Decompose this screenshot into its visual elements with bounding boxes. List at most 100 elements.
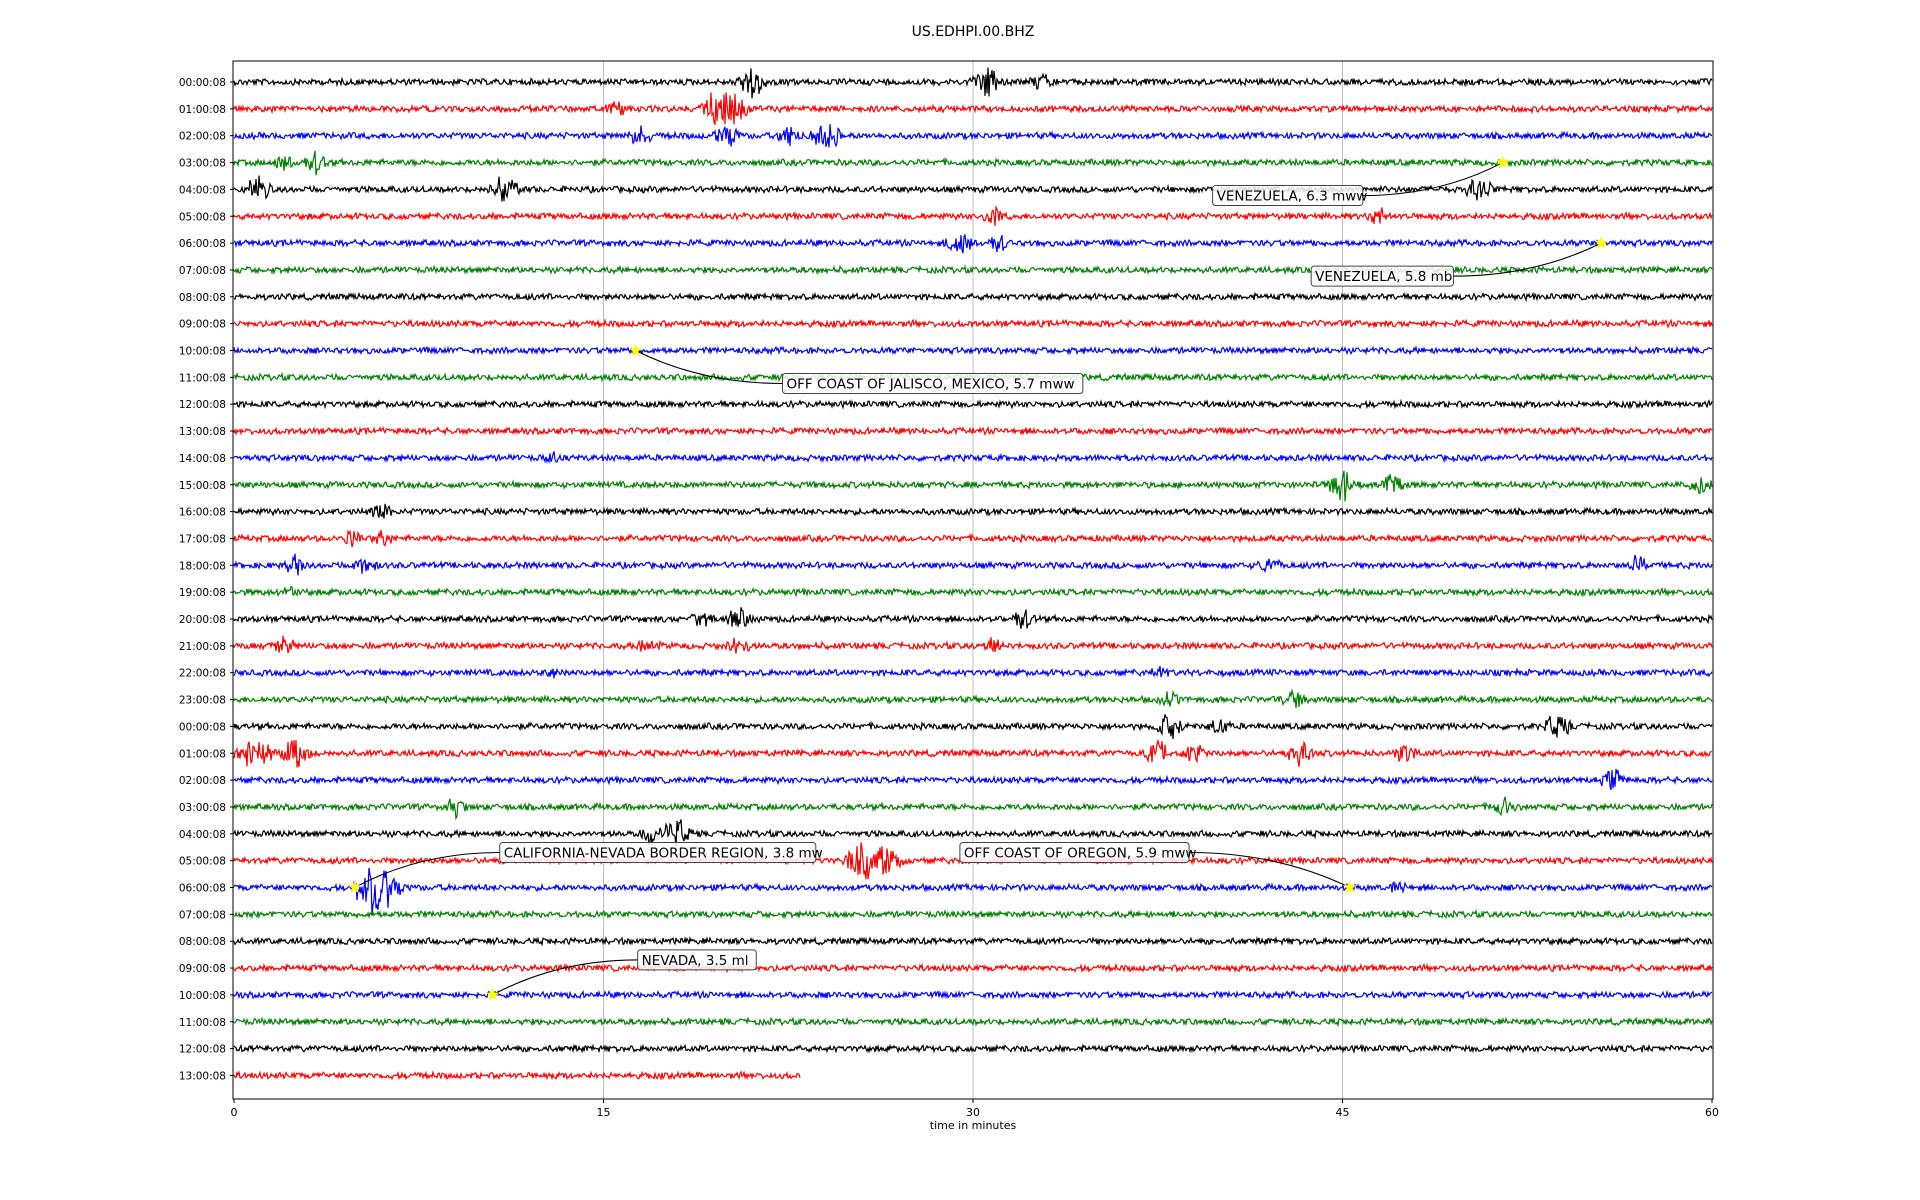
y-tick-label: 01:00:08 bbox=[179, 748, 226, 760]
y-tick-label: 03:00:08 bbox=[179, 802, 226, 814]
x-tick-label: 15 bbox=[597, 1106, 611, 1119]
annotation-box bbox=[637, 949, 757, 971]
trace-row bbox=[233, 1069, 801, 1081]
x-tick-labels: 0 15 30 45 60 bbox=[231, 1099, 1719, 1119]
trace-row bbox=[233, 425, 1713, 437]
annotation-leader bbox=[1453, 242, 1602, 277]
x-tick-label: 30 bbox=[966, 1106, 980, 1119]
annotation-box bbox=[782, 373, 1084, 394]
chart-title: US.EDHPI.00.BHZ bbox=[912, 24, 1035, 40]
grid-lines bbox=[603, 61, 1343, 1099]
y-tick-label: 02:00:08 bbox=[179, 775, 226, 787]
y-tick-label: 09:00:08 bbox=[179, 963, 226, 975]
event-label: CALIFORNIA-NEVADA BORDER REGION, 3.8 mw bbox=[504, 846, 823, 862]
event-label: NEVADA, 3.5 ml bbox=[642, 953, 749, 969]
y-tick-labels: 00:00:08 01:00:08 02:00:08 03:00:08 04:00:08… bbox=[179, 77, 234, 1082]
trace-row bbox=[233, 908, 1713, 920]
x-axis-label: time in minutes bbox=[930, 1119, 1017, 1132]
trace-row bbox=[233, 150, 1713, 176]
event-star-marker bbox=[628, 343, 643, 357]
y-tick-label: 04:00:08 bbox=[179, 829, 226, 841]
y-tick-label: 10:00:08 bbox=[179, 990, 226, 1002]
trace-row bbox=[233, 318, 1713, 329]
trace-row bbox=[233, 553, 1713, 576]
event-star-marker bbox=[1496, 155, 1510, 169]
y-tick-label: 13:00:08 bbox=[179, 1070, 226, 1082]
annotation-box bbox=[499, 842, 817, 863]
y-tick-label: 02:00:08 bbox=[179, 131, 226, 143]
y-tick-label: 11:00:08 bbox=[179, 1017, 226, 1029]
event-label: VENEZUELA, 6.3 mww bbox=[1217, 189, 1368, 205]
event-label: OFF COAST OF OREGON, 5.9 mww bbox=[964, 846, 1197, 862]
x-tick-label: 0 bbox=[231, 1106, 238, 1119]
y-tick-label: 01:00:08 bbox=[179, 104, 226, 116]
trace-row bbox=[233, 175, 1713, 202]
event-label: OFF COAST OF JALISCO, MEXICO, 5.7 mww bbox=[787, 377, 1075, 393]
annotation-leader bbox=[635, 350, 783, 385]
y-tick-label: 00:00:08 bbox=[179, 77, 226, 89]
y-tick-label: 06:00:08 bbox=[179, 238, 226, 250]
event-annotations: VENEZUELA, 6.3 mww VENEZUELA, 5.8 mb OFF C… bbox=[354, 162, 1602, 996]
trace-row bbox=[233, 345, 1713, 356]
event-markers bbox=[348, 155, 1608, 1001]
trace-row bbox=[233, 291, 1713, 303]
y-tick-label: 09:00:08 bbox=[179, 319, 226, 331]
annotation-leader bbox=[1362, 162, 1503, 197]
y-tick-label: 07:00:08 bbox=[179, 265, 226, 277]
trace-row bbox=[233, 935, 1713, 947]
trace-row bbox=[233, 819, 1713, 847]
y-tick-label: 22:00:08 bbox=[179, 668, 226, 680]
trace-row bbox=[233, 1043, 1713, 1055]
y-tick-label: 18:00:08 bbox=[179, 560, 226, 572]
y-tick-label: 11:00:08 bbox=[179, 372, 226, 384]
y-tick-label: 06:00:08 bbox=[179, 883, 226, 895]
y-tick-label: 03:00:08 bbox=[179, 158, 226, 170]
annotation-box bbox=[1212, 185, 1364, 207]
y-tick-label: 07:00:08 bbox=[179, 909, 226, 921]
y-tick-label: 14:00:08 bbox=[179, 453, 226, 465]
trace-row bbox=[233, 398, 1713, 410]
y-tick-label: 21:00:08 bbox=[179, 641, 226, 653]
y-tick-label: 05:00:08 bbox=[179, 856, 226, 868]
annotation-box bbox=[959, 842, 1190, 863]
y-tick-label: 20:00:08 bbox=[179, 614, 226, 626]
x-tick-label: 45 bbox=[1336, 1106, 1350, 1119]
event-star-marker bbox=[1343, 880, 1357, 894]
trace-row bbox=[233, 92, 1713, 125]
y-tick-label: 17:00:08 bbox=[179, 533, 226, 545]
trace-row bbox=[233, 796, 1713, 821]
trace-row bbox=[233, 768, 1713, 791]
trace-row bbox=[233, 451, 1713, 464]
trace-row bbox=[233, 585, 1713, 598]
y-tick-label: 23:00:08 bbox=[179, 695, 226, 707]
event-star-marker bbox=[1594, 236, 1608, 249]
trace-row bbox=[233, 867, 1713, 915]
y-tick-label: 08:00:08 bbox=[179, 936, 226, 948]
y-tick-label: 10:00:08 bbox=[179, 346, 226, 358]
trace-row bbox=[233, 688, 1713, 709]
y-tick-label: 08:00:08 bbox=[179, 292, 226, 304]
trace-row bbox=[233, 962, 1713, 974]
x-tick-label: 60 bbox=[1705, 1106, 1719, 1119]
y-tick-label: 19:00:08 bbox=[179, 587, 226, 599]
annotation-leader bbox=[354, 851, 500, 888]
annotation-leader bbox=[1189, 851, 1351, 888]
y-tick-label: 00:00:08 bbox=[179, 721, 226, 733]
annotation-box bbox=[1310, 265, 1454, 287]
trace-row bbox=[233, 470, 1713, 502]
trace-row bbox=[233, 233, 1713, 254]
trace-row bbox=[233, 205, 1713, 226]
trace-row bbox=[233, 635, 1713, 654]
trace-row bbox=[233, 264, 1713, 276]
trace-row bbox=[233, 714, 1713, 740]
event-label: VENEZUELA, 5.8 mb bbox=[1315, 269, 1452, 285]
trace-row bbox=[233, 503, 1713, 519]
trace-row bbox=[233, 1016, 1713, 1028]
y-tick-label: 13:00:08 bbox=[179, 426, 226, 438]
y-tick-label: 12:00:08 bbox=[179, 399, 226, 411]
annotation-leader bbox=[492, 959, 638, 996]
y-tick-label: 04:00:08 bbox=[179, 184, 226, 196]
seismogram-traces bbox=[233, 67, 1713, 1081]
trace-row bbox=[233, 665, 1713, 679]
